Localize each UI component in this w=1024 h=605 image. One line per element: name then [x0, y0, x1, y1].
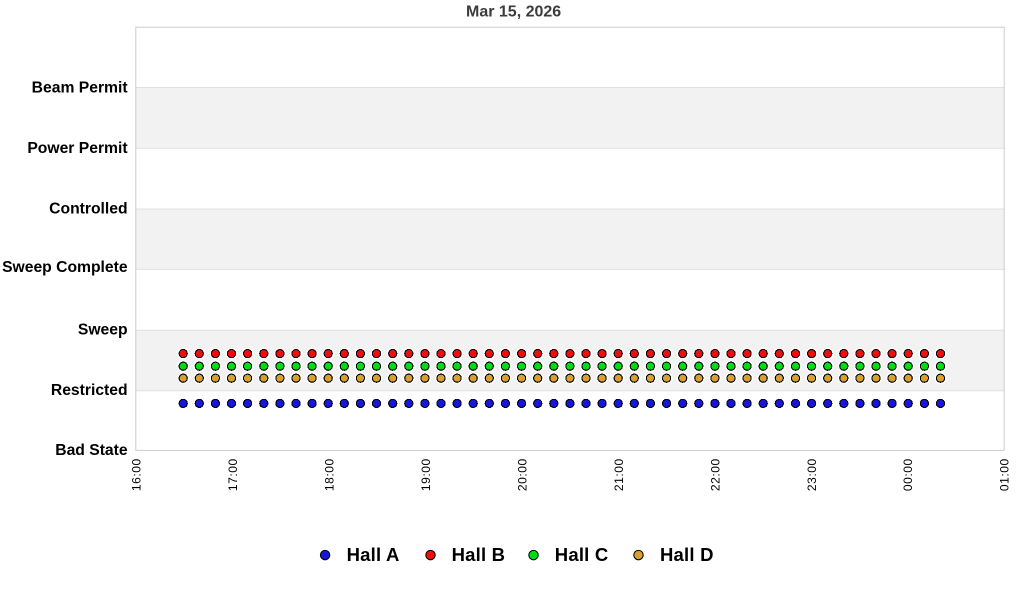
svg-text:Sweep: Sweep: [78, 322, 128, 339]
svg-text:00:00: 00:00: [901, 458, 915, 491]
svg-text:Restricted: Restricted: [51, 382, 128, 399]
svg-text:Beam Permit: Beam Permit: [32, 79, 129, 96]
svg-text:Hall A: Hall A: [347, 544, 400, 565]
svg-text:Hall B: Hall B: [452, 544, 506, 565]
svg-text:Hall D: Hall D: [660, 544, 714, 565]
svg-text:20:00: 20:00: [515, 458, 529, 491]
svg-text:23:00: 23:00: [805, 458, 819, 491]
svg-text:19:00: 19:00: [419, 458, 433, 491]
svg-text:Bad State: Bad State: [55, 442, 128, 459]
svg-text:01:00: 01:00: [998, 458, 1012, 491]
svg-text:Mar 15, 2026: Mar 15, 2026: [466, 4, 561, 21]
svg-text:22:00: 22:00: [708, 458, 722, 491]
svg-text:17:00: 17:00: [226, 458, 240, 491]
svg-text:16:00: 16:00: [129, 458, 143, 491]
svg-text:Power Permit: Power Permit: [27, 140, 128, 157]
svg-text:Controlled: Controlled: [49, 201, 127, 218]
svg-text:18:00: 18:00: [322, 458, 336, 491]
svg-text:Sweep Complete: Sweep Complete: [2, 259, 128, 276]
svg-text:21:00: 21:00: [612, 458, 626, 491]
svg-text:Hall C: Hall C: [555, 544, 609, 565]
